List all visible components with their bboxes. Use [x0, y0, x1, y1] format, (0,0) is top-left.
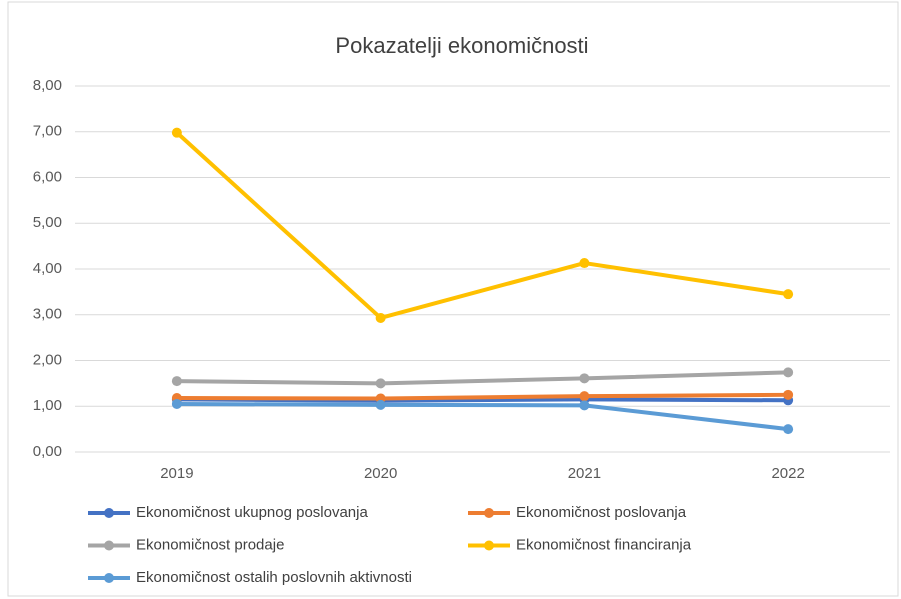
- legend-marker: [484, 508, 494, 518]
- y-tick-label: 5,00: [33, 214, 62, 231]
- data-point: [783, 367, 794, 378]
- chart-title: Pokazatelji ekonomičnosti: [335, 33, 588, 58]
- y-tick-label: 0,00: [33, 443, 62, 460]
- data-point: [783, 389, 794, 400]
- legend-label: Ekonomičnost ukupnog poslovanja: [136, 504, 368, 521]
- data-point: [375, 399, 386, 410]
- data-point: [783, 424, 794, 435]
- y-tick-label: 3,00: [33, 306, 62, 323]
- data-point: [783, 289, 794, 300]
- legend-label: Ekonomičnost financiranja: [516, 536, 692, 553]
- series-line: [175, 131, 789, 320]
- data-point: [171, 398, 182, 409]
- data-point: [579, 400, 590, 411]
- y-tick-label: 2,00: [33, 351, 62, 368]
- y-tick-label: 1,00: [33, 397, 62, 414]
- legend-label: Ekonomičnost prodaje: [136, 536, 284, 553]
- x-tick-label: 2022: [771, 465, 804, 482]
- legend-marker: [104, 573, 114, 583]
- x-tick-label: 2021: [568, 465, 601, 482]
- series-line: [176, 370, 789, 386]
- data-point: [171, 127, 182, 138]
- data-point: [579, 373, 590, 384]
- data-point: [375, 312, 386, 323]
- legend-label: Ekonomičnost poslovanja: [516, 504, 687, 521]
- series-line: [176, 392, 789, 401]
- data-point: [375, 378, 386, 389]
- data-point: [579, 258, 590, 269]
- y-tick-label: 8,00: [33, 77, 62, 94]
- legend-marker: [484, 540, 494, 551]
- y-tick-label: 4,00: [33, 260, 62, 277]
- legend-label: Ekonomičnost ostalih poslovnih aktivnost…: [136, 569, 412, 586]
- data-point: [171, 376, 182, 387]
- x-tick-label: 2019: [160, 465, 193, 482]
- legend-marker: [104, 508, 114, 518]
- legend-marker: [104, 540, 114, 551]
- y-tick-label: 6,00: [33, 168, 62, 185]
- x-tick-label: 2020: [364, 465, 397, 482]
- y-tick-label: 7,00: [33, 123, 62, 140]
- data-point: [579, 391, 590, 402]
- series-line: [176, 401, 789, 432]
